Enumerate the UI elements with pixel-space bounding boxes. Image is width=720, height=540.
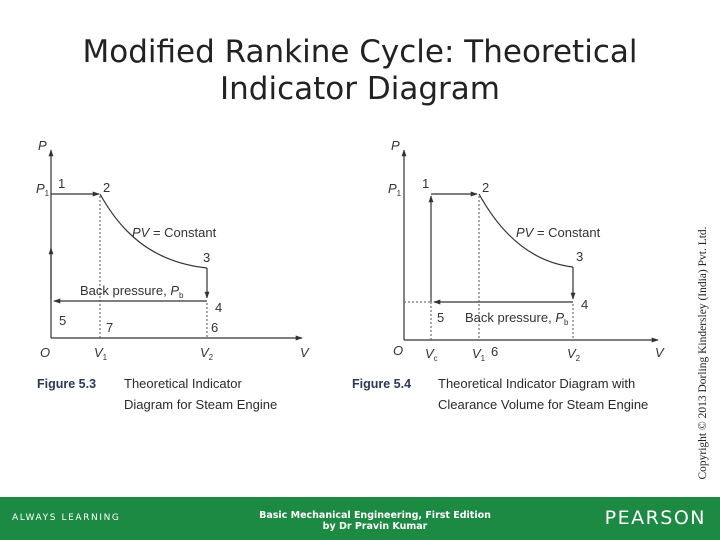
curve-label-right: PV = Constant bbox=[516, 225, 601, 240]
slide-title: Modified Rankine Cycle: Theoretical Indi… bbox=[0, 34, 720, 108]
caption-line-2-left: Diagram for Steam Engine bbox=[124, 397, 277, 412]
point-6-left: 6 bbox=[211, 320, 218, 335]
caption-line-2-right: Clearance Volume for Steam Engine bbox=[438, 397, 648, 412]
point-2-left: 2 bbox=[103, 180, 110, 195]
title-line-2: Indicator Diagram bbox=[220, 71, 500, 107]
footer-tagline: ALWAYS LEARNING bbox=[12, 513, 121, 523]
figure-number-right: Figure 5.4 bbox=[352, 377, 411, 391]
point-3-left: 3 bbox=[203, 250, 210, 265]
point-4-right: 4 bbox=[581, 297, 588, 312]
axis-v-label-right: V bbox=[655, 345, 665, 360]
point-4-left: 4 bbox=[215, 300, 222, 315]
figure-number-left: Figure 5.3 bbox=[37, 377, 96, 391]
back-pressure-label-right: Back pressure, Pb bbox=[465, 310, 569, 327]
point-5-left: 5 bbox=[59, 313, 66, 328]
footer-book-info: Basic Mechanical Engineering, First Edit… bbox=[210, 510, 540, 532]
publisher-logo: PEARSON bbox=[604, 507, 706, 529]
footer-bar: ALWAYS LEARNING Basic Mechanical Enginee… bbox=[0, 497, 720, 540]
v2-label-left: V2 bbox=[200, 345, 214, 362]
title-line-1: Modified Rankine Cycle: Theoretical bbox=[82, 34, 638, 70]
v1-label-left: V1 bbox=[94, 345, 108, 362]
figure-5-4: P P1 1 2 PV = Constant 3 4 5 Back pressu… bbox=[352, 138, 665, 412]
expansion-curve-left bbox=[99, 193, 208, 269]
caption-line-1-left: Theoretical Indicator bbox=[124, 376, 242, 391]
point-3-right: 3 bbox=[576, 249, 583, 264]
point-1-left: 1 bbox=[58, 176, 65, 191]
v2-label-right: V2 bbox=[567, 346, 581, 363]
axis-p-label-left: P bbox=[38, 138, 47, 153]
v1-label-right: V1 bbox=[472, 346, 486, 363]
point-5-right: 5 bbox=[437, 310, 444, 325]
point-7-left: 7 bbox=[106, 320, 113, 335]
footer-book-title: Basic Mechanical Engineering, First Edit… bbox=[259, 510, 491, 521]
footer-book-author: by Dr Pravin Kumar bbox=[322, 521, 428, 532]
point-6-right: 6 bbox=[491, 344, 498, 359]
curve-label-left: PV = Constant bbox=[132, 225, 217, 240]
figure-5-3: P P1 1 2 PV = Constant 3 Back pressure, … bbox=[36, 138, 310, 412]
copyright-notice: Copyright © 2013 Dorling Kindersley (Ind… bbox=[697, 226, 709, 480]
axis-p-label-right: P bbox=[391, 138, 400, 153]
caption-line-1-right: Theoretical Indicator Diagram with bbox=[438, 376, 635, 391]
point-2-right: 2 bbox=[482, 180, 489, 195]
p1-label-right: P1 bbox=[388, 181, 402, 198]
point-1-right: 1 bbox=[422, 176, 429, 191]
expansion-curve-right bbox=[478, 193, 574, 268]
p1-label-left: P1 bbox=[36, 181, 50, 198]
origin-label-right: O bbox=[393, 343, 403, 358]
back-pressure-label-left: Back pressure, Pb bbox=[80, 283, 184, 300]
origin-label-left: O bbox=[40, 345, 50, 360]
axis-v-label-left: V bbox=[300, 345, 310, 360]
vc-label-right: Vc bbox=[425, 346, 438, 363]
